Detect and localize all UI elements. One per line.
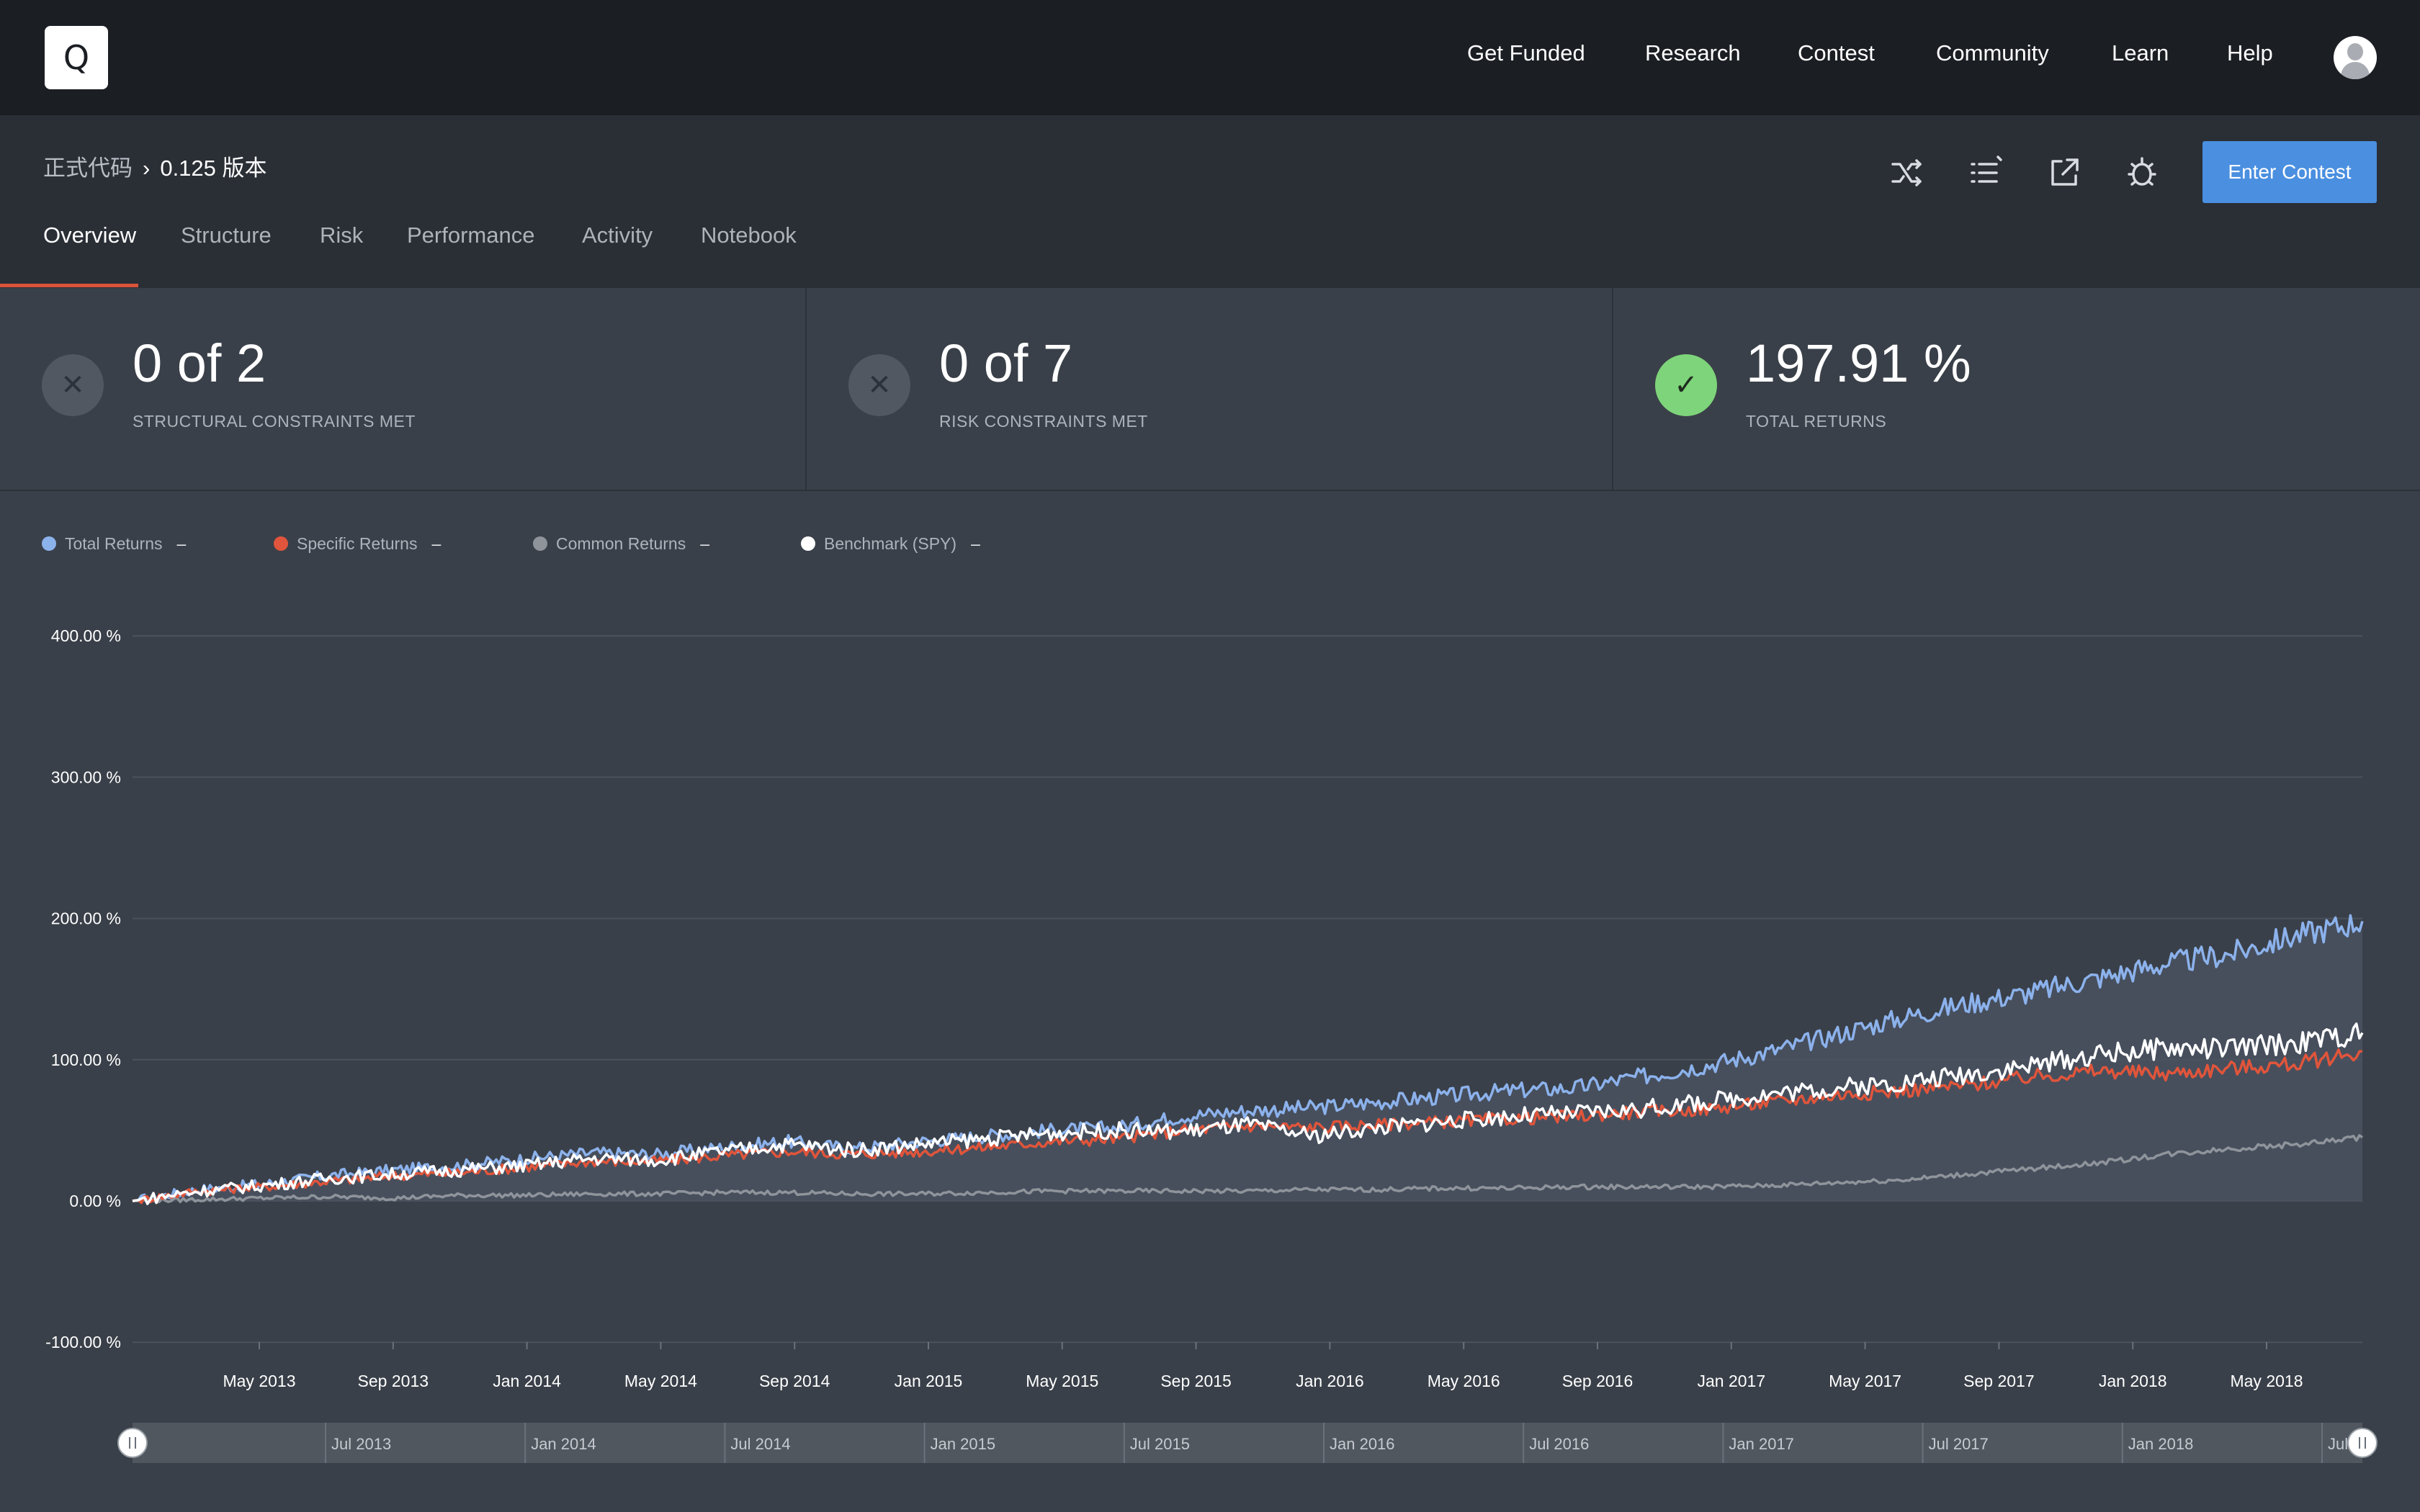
legend-label: Total Returns [65,534,163,553]
kpi-label: STRUCTURAL CONSTRAINTS MET [133,412,416,431]
tab-structure[interactable]: Structure [181,222,272,248]
avatar-head-icon [2347,43,2363,60]
x-tick-label: Jan 2018 [2099,1372,2167,1390]
navigator-tick-label: Jul 2013 [331,1435,391,1453]
nav-link-learn[interactable]: Learn [2112,40,2169,66]
tab-performance[interactable]: Performance [407,222,535,248]
navigator-handle-right[interactable] [2347,1428,2378,1458]
y-tick-label: 0.00 % [69,1192,121,1210]
active-tab-indicator [0,284,138,287]
navigator-tick-label: Jul [2328,1435,2348,1453]
y-tick-label: 300.00 % [51,768,121,786]
navigator-tick-label: Jan 2017 [1729,1435,1794,1453]
x-tick-label: Jan 2016 [1296,1372,1364,1390]
legend-dot [42,536,56,551]
top-navigation: Q Get Funded Research Contest Community … [0,0,2420,115]
tab-risk[interactable]: Risk [320,222,364,248]
navigator-track [133,1423,2362,1463]
legend-specific-returns[interactable]: Specific Returns – [274,534,441,554]
x-tick-label: Sep 2017 [1963,1372,2034,1390]
shuffle-icon[interactable] [1888,153,1929,193]
user-avatar[interactable] [2334,36,2377,79]
x-tick-label: Sep 2013 [358,1372,429,1390]
total-returns-area [133,915,2362,1203]
nav-link-research[interactable]: Research [1645,40,1741,66]
kpi-risk: ✕ 0 of 7 RISK CONSTRAINTS MET [805,288,1612,491]
kpi-value: 197.91 % [1746,333,1971,393]
navigator-tick-label: Jan 2018 [2128,1435,2194,1453]
legend-common-returns[interactable]: Common Returns – [533,534,709,554]
x-tick-label: May 2015 [1026,1372,1098,1390]
x-tick-label: May 2016 [1428,1372,1500,1390]
kpi-label: RISK CONSTRAINTS MET [939,412,1148,431]
navigator-tick-label: Jan 2016 [1330,1435,1395,1453]
kpi-value: 0 of 7 [939,333,1073,393]
nav-link-help[interactable]: Help [2227,40,2273,66]
navigator-handle-left[interactable] [117,1428,148,1458]
legend-label: Common Returns [556,534,686,553]
nav-link-contest[interactable]: Contest [1798,40,1875,66]
x-circle-icon: ✕ [42,354,104,416]
legend-dot [274,536,288,551]
legend-benchmark[interactable]: Benchmark (SPY) – [801,534,980,554]
legend-total-returns[interactable]: Total Returns – [42,534,186,554]
y-tick-label: -100.00 % [45,1333,121,1351]
nav-link-community[interactable]: Community [1936,40,2049,66]
breadcrumb-current: 0.125 版本 [160,156,267,181]
x-tick-label: May 2014 [624,1372,697,1390]
kpi-structural: ✕ 0 of 2 STRUCTURAL CONSTRAINTS MET [0,288,805,491]
enter-contest-button[interactable]: Enter Contest [2202,141,2377,203]
legend-label: Specific Returns [297,534,418,553]
x-tick-label: Jan 2014 [493,1372,561,1390]
algorithm-header: 正式代码 › 0.125 版本 Enter Contest Overview Str… [0,115,2420,288]
navigator-tick-label: Jul 2017 [1929,1435,1989,1453]
legend-dot [801,536,815,551]
navigator-tick-label: Jan 2014 [531,1435,596,1453]
tab-notebook[interactable]: Notebook [701,222,797,248]
x-tick-label: Sep 2015 [1160,1372,1231,1390]
legend-dot [533,536,547,551]
benchmark-spy-line [132,1022,2364,1205]
x-tick-label: May 2018 [2230,1372,2303,1390]
navigator-tick-label: Jul 2014 [730,1435,790,1453]
nav-link-get-funded[interactable]: Get Funded [1467,40,1585,66]
tab-overview[interactable]: Overview [43,222,137,248]
list-icon[interactable] [1966,153,2007,193]
kpi-value: 0 of 2 [133,333,266,393]
legend-label: Benchmark (SPY) [824,534,957,553]
tab-activity[interactable]: Activity [582,222,653,248]
x-circle-icon: ✕ [848,354,910,416]
x-tick-label: Sep 2016 [1562,1372,1633,1390]
breadcrumb: 正式代码 › 0.125 版本 [43,150,267,182]
navigator-tick-label: Jan 2015 [931,1435,996,1453]
kpi-total-returns: ✓ 197.91 % TOTAL RETURNS [1612,288,2420,491]
navigator-tick-label: Jul 2016 [1529,1435,1589,1453]
y-tick-label: 400.00 % [51,626,121,645]
bug-icon[interactable] [2122,153,2162,193]
breadcrumb-parent[interactable]: 正式代码 [43,156,133,181]
check-circle-icon: ✓ [1655,354,1717,416]
x-tick-label: Jan 2015 [895,1372,963,1390]
x-tick-label: May 2017 [1829,1372,1901,1390]
kpi-row: ✕ 0 of 2 STRUCTURAL CONSTRAINTS MET ✕ 0 … [0,288,2420,491]
external-link-icon[interactable] [2044,153,2084,193]
kpi-label: TOTAL RETURNS [1746,412,1887,431]
x-tick-label: Sep 2014 [759,1372,830,1390]
total-returns-line [132,914,2364,1205]
logo[interactable]: Q [45,26,108,89]
common-returns-line [132,1134,2363,1204]
x-tick-label: May 2013 [223,1372,295,1390]
x-tick-label: Jan 2017 [1697,1372,1765,1390]
y-tick-label: 100.00 % [51,1050,121,1069]
chevron-right-icon: › [143,156,151,181]
y-tick-label: 200.00 % [51,909,121,928]
navigator-tick-label: Jul 2015 [1130,1435,1190,1453]
